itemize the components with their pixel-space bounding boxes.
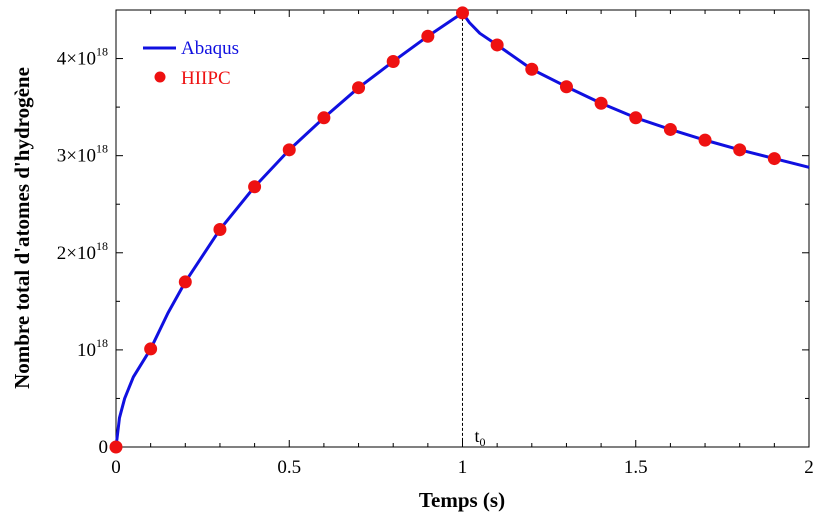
hiipc-point <box>352 81 366 95</box>
t0-annotation: t0 <box>462 12 486 449</box>
y-tick-label-base: 3×10 <box>57 146 96 167</box>
hiipc-point <box>629 111 643 125</box>
y-tick-label-exponent: 18 <box>96 142 108 156</box>
hiipc-point <box>248 180 262 194</box>
legend: Abaqus HIIPC <box>143 38 239 89</box>
hiipc-point <box>594 96 608 110</box>
y-tick-label: 2×1018 <box>57 239 108 264</box>
hiipc-point <box>456 6 469 20</box>
y-tick-label-exponent: 18 <box>96 336 108 350</box>
x-tick-label: 1 <box>458 457 468 478</box>
y-tick-label-base: 10 <box>77 340 96 361</box>
hiipc-series <box>109 6 781 454</box>
hiipc-point <box>282 143 296 157</box>
y-tick-label: 4×1018 <box>57 45 108 70</box>
y-tick-label-base: 0 <box>99 437 109 458</box>
y-tick-label: 3×1018 <box>57 142 108 167</box>
y-tick-label-exponent: 18 <box>96 239 108 253</box>
y-tick-label-base: 4×10 <box>57 49 96 70</box>
t0-label: t0 <box>475 426 486 449</box>
legend-abaqus-label: Abaqus <box>181 38 239 59</box>
x-tick-label: 1.5 <box>624 457 648 478</box>
hiipc-point <box>421 29 435 43</box>
hiipc-point <box>109 440 123 454</box>
x-axis-title: Temps (s) <box>419 488 505 512</box>
hiipc-point <box>490 38 504 52</box>
hiipc-point <box>525 62 539 76</box>
hiipc-point <box>178 275 192 289</box>
x-axis-ticks: 0 0.5 1 1.5 2 <box>111 10 814 478</box>
hiipc-point <box>144 342 158 356</box>
hiipc-point <box>213 222 227 236</box>
hiipc-point <box>767 152 781 166</box>
x-tick-label: 0 <box>111 457 121 478</box>
x-tick-label: 2 <box>804 457 814 478</box>
hiipc-point <box>733 143 747 157</box>
y-tick-label-exponent: 18 <box>96 45 108 59</box>
y-tick-label: 1018 <box>77 336 108 361</box>
hiipc-point <box>663 122 677 136</box>
y-tick-label: 0 <box>99 437 109 458</box>
hiipc-point <box>317 111 331 125</box>
x-tick-label: 0.5 <box>277 457 301 478</box>
hiipc-point <box>698 133 712 147</box>
hiipc-point <box>386 54 400 68</box>
y-axis-title: Nombre total d'atomes d'hydrogène <box>10 67 34 389</box>
y-tick-label-base: 2×10 <box>57 243 96 264</box>
hiipc-point <box>559 80 573 94</box>
legend-hiipc-swatch <box>154 71 166 83</box>
legend-hiipc-label: HIIPC <box>181 68 231 89</box>
